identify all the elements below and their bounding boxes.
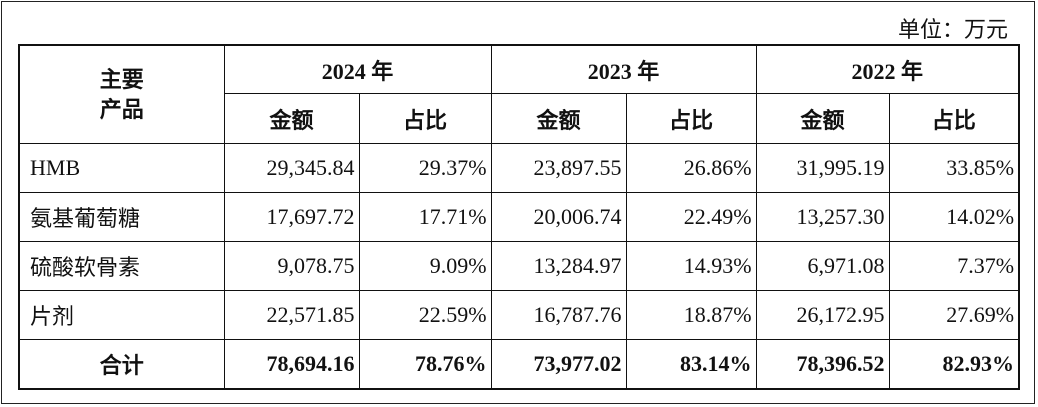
amount-header-2022: 金额 bbox=[755, 93, 890, 144]
ratio-cell: 22.59% bbox=[358, 290, 492, 340]
total-label: 合计 bbox=[18, 339, 225, 390]
year-header-2022: 2022 年 bbox=[755, 44, 1020, 94]
ratio-header-2024: 占比 bbox=[358, 93, 492, 144]
product-name: 氨基葡萄糖 bbox=[18, 192, 225, 242]
ratio-cell: 22.49% bbox=[625, 192, 757, 242]
product-header: 主要 产品 bbox=[18, 44, 225, 144]
product-header-line-2: 产品 bbox=[99, 96, 144, 122]
amount-cell: 31,995.19 bbox=[755, 143, 890, 193]
year-header-2023: 2023 年 bbox=[490, 44, 757, 94]
ratio-cell: 26.86% bbox=[625, 143, 757, 193]
year-header-2024: 2024 年 bbox=[223, 44, 492, 94]
amount-cell: 9,078.75 bbox=[223, 241, 360, 291]
unit-label: 单位：万元 bbox=[897, 17, 1008, 42]
total-ratio-2022: 82.93% bbox=[888, 339, 1020, 390]
amount-header-2024: 金额 bbox=[223, 93, 360, 144]
ratio-header-2022: 占比 bbox=[888, 93, 1020, 144]
table-row: HMB 29,345.84 29.37% 23,897.55 26.86% 31… bbox=[18, 143, 1020, 193]
ratio-cell: 18.87% bbox=[625, 290, 757, 340]
total-amount-2022: 78,396.52 bbox=[755, 339, 890, 390]
amount-cell: 17,697.72 bbox=[223, 192, 360, 242]
amount-cell: 20,006.74 bbox=[490, 192, 627, 242]
header-row-years: 主要 产品 2024 年 2023 年 2022 年 bbox=[18, 44, 1020, 144]
amount-cell: 23,897.55 bbox=[490, 143, 627, 193]
table-row: 硫酸软骨素 9,078.75 9.09% 13,284.97 14.93% 6,… bbox=[18, 241, 1020, 291]
ratio-cell: 27.69% bbox=[888, 290, 1020, 340]
product-header-line-1: 主要 bbox=[99, 66, 144, 92]
ratio-cell: 14.02% bbox=[888, 192, 1020, 242]
ratio-cell: 14.93% bbox=[625, 241, 757, 291]
amount-cell: 16,787.76 bbox=[490, 290, 627, 340]
ratio-cell: 7.37% bbox=[888, 241, 1020, 291]
total-row: 合计 78,694.16 78.76% 73,977.02 83.14% 78,… bbox=[18, 339, 1020, 390]
amount-cell: 6,971.08 bbox=[755, 241, 890, 291]
amount-cell: 13,257.30 bbox=[755, 192, 890, 242]
product-name: HMB bbox=[18, 143, 225, 193]
amount-cell: 29,345.84 bbox=[223, 143, 360, 193]
table-row: 片剂 22,571.85 22.59% 16,787.76 18.87% 26,… bbox=[18, 290, 1020, 340]
amount-header-2023: 金额 bbox=[490, 93, 627, 144]
ratio-cell: 9.09% bbox=[358, 241, 492, 291]
total-ratio-2024: 78.76% bbox=[358, 339, 492, 390]
ratio-cell: 17.71% bbox=[358, 192, 492, 242]
amount-cell: 13,284.97 bbox=[490, 241, 627, 291]
ratio-cell: 29.37% bbox=[358, 143, 492, 193]
total-amount-2024: 78,694.16 bbox=[223, 339, 360, 390]
total-amount-2023: 73,977.02 bbox=[490, 339, 627, 390]
table-row: 氨基葡萄糖 17,697.72 17.71% 20,006.74 22.49% … bbox=[18, 192, 1020, 242]
product-revenue-table: 主要 产品 2024 年 2023 年 2022 年 金额 占比 金额 占比 金… bbox=[18, 44, 1021, 390]
amount-cell: 26,172.95 bbox=[755, 290, 890, 340]
ratio-header-2023: 占比 bbox=[625, 93, 757, 144]
amount-cell: 22,571.85 bbox=[223, 290, 360, 340]
product-name: 硫酸软骨素 bbox=[18, 241, 225, 291]
product-name: 片剂 bbox=[18, 290, 225, 340]
ratio-cell: 33.85% bbox=[888, 143, 1020, 193]
total-ratio-2023: 83.14% bbox=[625, 339, 757, 390]
